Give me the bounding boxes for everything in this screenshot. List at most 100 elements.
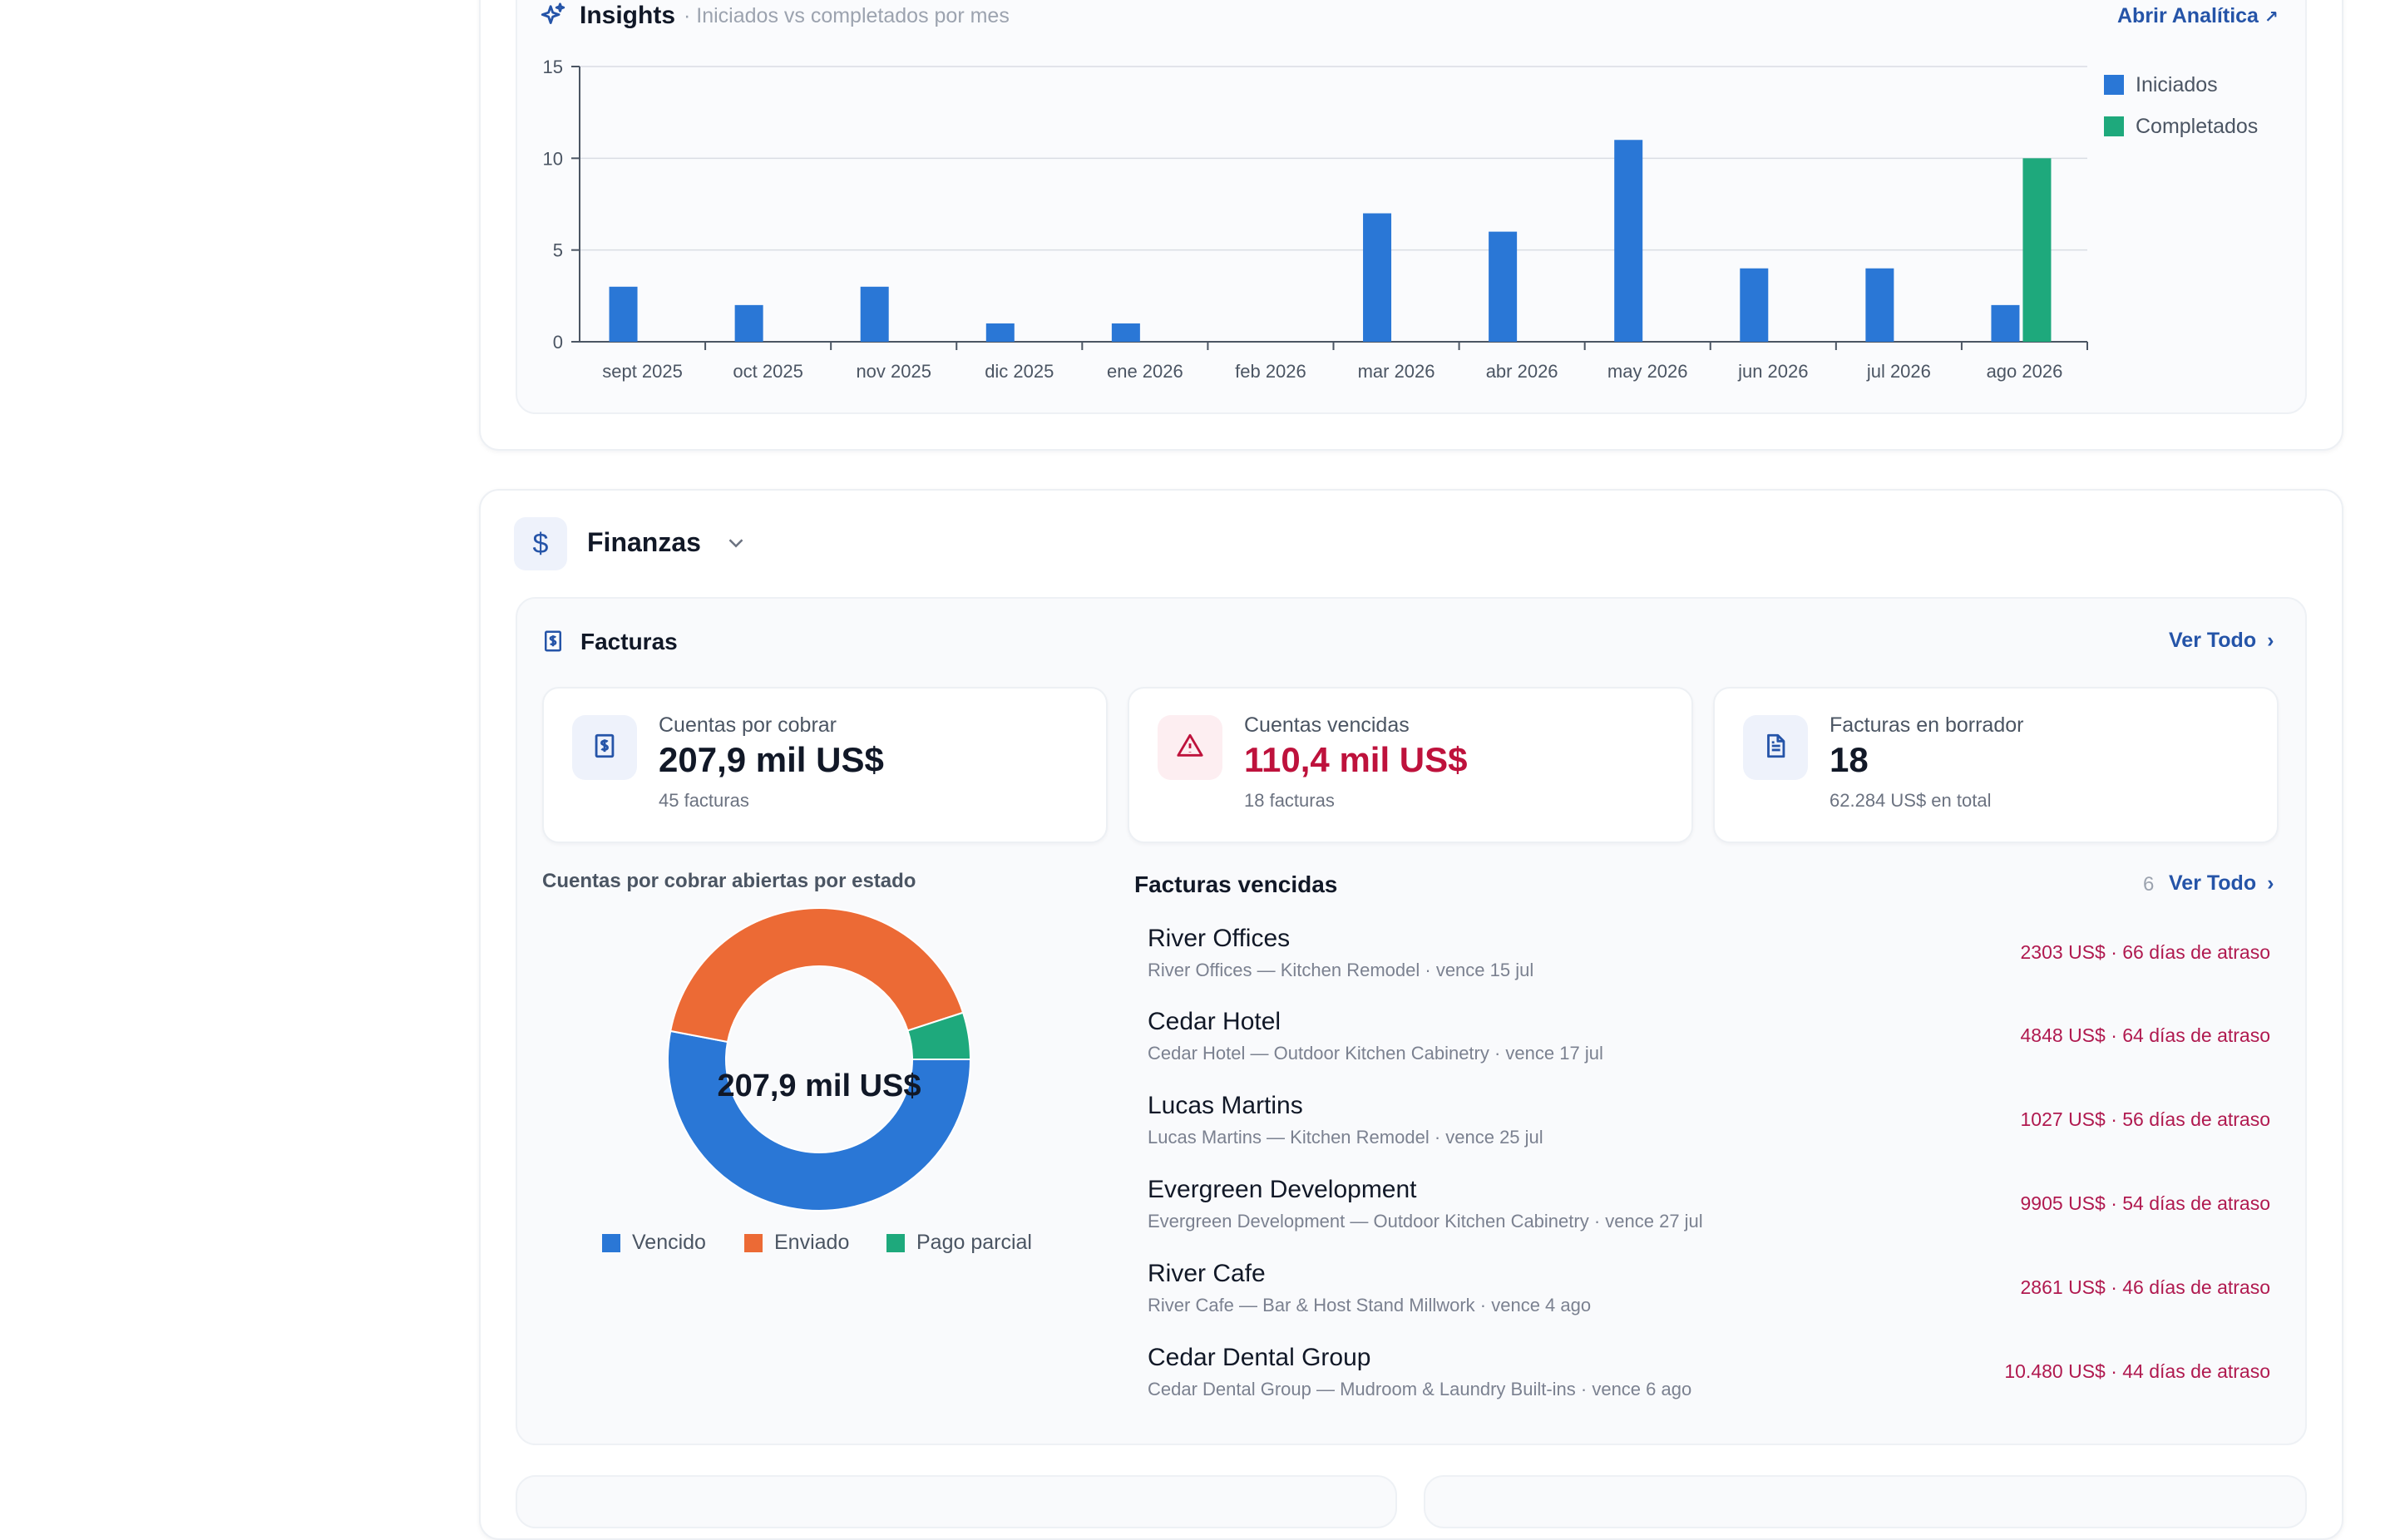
- next-panel-left: [516, 1475, 1397, 1528]
- bar-completados[interactable]: [2022, 158, 2052, 342]
- bar-iniciados[interactable]: [734, 304, 763, 342]
- overdue-view-all-link[interactable]: Ver Todo ›: [2169, 871, 2274, 896]
- stat-value: 18: [1830, 740, 1869, 779]
- finanzas-icon-box: $: [514, 517, 567, 570]
- x-tick-label: oct 2025: [733, 361, 802, 382]
- stat-sub: 62.284 US$ en total: [1830, 790, 1992, 811]
- stat-icon-box: [1743, 715, 1808, 780]
- sparkle-icon: [539, 2, 567, 34]
- stat-icon-box: [1158, 715, 1222, 780]
- dollar-icon: $: [532, 527, 549, 560]
- invoice-desc: Lucas Martins — Kitchen Remodel · vence …: [1148, 1127, 1543, 1148]
- bar-iniciados[interactable]: [985, 323, 1015, 342]
- donut-legend-item: Vencido: [602, 1231, 706, 1255]
- stat-card-overdue[interactable]: Cuentas vencidas 110,4 mil US$ 18 factur…: [1128, 687, 1693, 843]
- bar-iniciados[interactable]: [1363, 213, 1392, 342]
- invoice-icon: [541, 629, 565, 658]
- x-tick-label: ago 2026: [1987, 361, 2063, 382]
- stat-icon-box: [572, 715, 637, 780]
- insights-title: Insights: [580, 2, 676, 29]
- donut-segment[interactable]: [667, 1029, 972, 1212]
- external-arrow-icon: ↗: [2264, 8, 2279, 27]
- stat-label: Facturas en borrador: [1830, 713, 2024, 737]
- bar-iniciados[interactable]: [1991, 304, 2020, 342]
- legend-swatch: [2104, 116, 2124, 136]
- bar-iniciados[interactable]: [860, 286, 889, 342]
- legend-swatch: [744, 1233, 763, 1252]
- insights-subtitle: · Iniciados vs completados por mes: [684, 4, 1010, 27]
- overdue-list-item[interactable]: Cedar Hotel Cedar Hotel — Outdoor Kitche…: [1148, 1008, 2270, 1083]
- legend-label: Vencido: [632, 1231, 706, 1254]
- donut-segment[interactable]: [669, 907, 965, 1044]
- bar-iniciados[interactable]: [1489, 231, 1518, 342]
- stat-card-receivables[interactable]: Cuentas por cobrar 207,9 mil US$ 45 fact…: [542, 687, 1108, 843]
- insights-chart-panel: [516, 0, 2307, 414]
- overdue-list-item[interactable]: Evergreen Development Evergreen Developm…: [1148, 1176, 2270, 1251]
- bar-iniciados[interactable]: [1111, 323, 1140, 342]
- overdue-list-item[interactable]: Lucas Martins Lucas Martins — Kitchen Re…: [1148, 1092, 2270, 1167]
- y-tick-label: 15: [543, 57, 563, 77]
- client-name: Cedar Hotel: [1148, 1008, 1281, 1035]
- open-analytics-link[interactable]: Abrir Analítica ↗: [2117, 4, 2279, 28]
- client-name: River Offices: [1148, 925, 1291, 952]
- invoice-desc: River Cafe — Bar & Host Stand Millwork ·…: [1148, 1295, 1592, 1315]
- x-tick-label: abr 2026: [1486, 361, 1558, 382]
- donut-center-label: 207,9 mil US$: [717, 1069, 921, 1103]
- overdue-list-item[interactable]: Cedar Dental Group Cedar Dental Group — …: [1148, 1344, 2270, 1419]
- x-tick-label: ene 2026: [1107, 361, 1183, 382]
- invoice-dollar-icon: [590, 732, 619, 764]
- stat-label: Cuentas por cobrar: [659, 713, 837, 737]
- x-tick-label: nov 2025: [856, 361, 931, 382]
- client-name: Cedar Dental Group: [1148, 1344, 1371, 1371]
- bar-iniciados[interactable]: [1614, 140, 1643, 342]
- chevron-right-icon: ›: [2267, 871, 2274, 895]
- donut-chart: [667, 907, 972, 1212]
- overdue-count: 6: [2143, 873, 2155, 896]
- legend-label: Iniciados: [2136, 73, 2218, 96]
- invoice-desc: Cedar Hotel — Outdoor Kitchen Cabinetry …: [1148, 1043, 1603, 1064]
- x-tick-label: jul 2026: [1866, 361, 1931, 382]
- legend-label: Completados: [2136, 115, 2258, 138]
- chevron-right-icon: ›: [2267, 629, 2274, 652]
- legend-label: Pago parcial: [916, 1231, 1032, 1254]
- overdue-list-item[interactable]: River Cafe River Cafe — Bar & Host Stand…: [1148, 1260, 2270, 1335]
- stat-card-drafts[interactable]: Facturas en borrador 18 62.284 US$ en to…: [1713, 687, 2279, 843]
- facturas-view-all-label: Ver Todo: [2169, 629, 2257, 652]
- invoice-desc: River Offices — Kitchen Remodel · vence …: [1148, 960, 1534, 980]
- donut-segment[interactable]: [906, 1011, 972, 1060]
- overdue-view-all-label: Ver Todo: [2169, 871, 2257, 895]
- client-name: Evergreen Development: [1148, 1176, 1417, 1203]
- client-name: Lucas Martins: [1148, 1092, 1303, 1119]
- overdue-amount: 9905 US$ · 54 días de atraso: [2020, 1192, 2270, 1214]
- document-icon: [1761, 732, 1790, 764]
- bar-iniciados[interactable]: [1865, 268, 1894, 342]
- donut-title: Cuentas por cobrar abiertas por estado: [542, 870, 916, 892]
- stat-value: 207,9 mil US$: [659, 740, 884, 779]
- y-tick-label: 0: [553, 332, 563, 353]
- bar-iniciados[interactable]: [609, 286, 638, 342]
- chevron-down-icon[interactable]: [723, 531, 748, 560]
- stat-sub: 18 facturas: [1244, 790, 1335, 811]
- x-tick-label: feb 2026: [1235, 361, 1306, 382]
- legend-label: Enviado: [774, 1231, 850, 1254]
- x-tick-label: dic 2025: [985, 361, 1054, 382]
- donut-legend-item: Pago parcial: [886, 1231, 1032, 1255]
- overdue-amount: 10.480 US$ · 44 días de atraso: [2004, 1360, 2270, 1382]
- facturas-view-all-link[interactable]: Ver Todo ›: [2169, 629, 2274, 653]
- open-analytics-label: Abrir Analítica: [2117, 4, 2259, 27]
- client-name: River Cafe: [1148, 1260, 1266, 1287]
- donut-legend-item: Enviado: [744, 1231, 849, 1255]
- y-tick-label: 5: [553, 240, 563, 261]
- bar-iniciados[interactable]: [1740, 268, 1769, 342]
- overdue-list-item[interactable]: River Offices River Offices — Kitchen Re…: [1148, 925, 2270, 1000]
- invoice-desc: Cedar Dental Group — Mudroom & Laundry B…: [1148, 1379, 1692, 1399]
- facturas-title: Facturas: [580, 629, 678, 654]
- bar-chart: 0 5 10 15 sept 2025 oct 2025 nov 2025 dic 2025 e…: [543, 57, 2259, 382]
- legend-swatch: [886, 1233, 905, 1252]
- x-tick-label: sept 2025: [602, 361, 683, 382]
- next-panel-right: [1424, 1475, 2307, 1528]
- legend-swatch: [2104, 75, 2124, 95]
- warning-icon: [1176, 732, 1204, 764]
- overdue-amount: 4848 US$ · 64 días de atraso: [2020, 1024, 2270, 1046]
- overdue-amount: 1027 US$ · 56 días de atraso: [2020, 1108, 2270, 1130]
